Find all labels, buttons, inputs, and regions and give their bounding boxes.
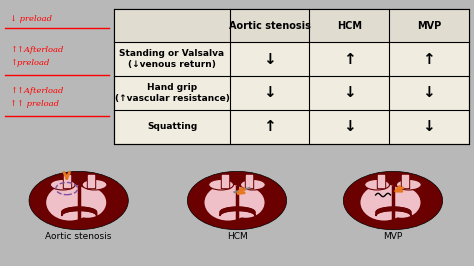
Text: ↓: ↓ [422, 119, 435, 134]
Ellipse shape [82, 180, 107, 190]
Text: Aortic stenosis: Aortic stenosis [46, 232, 112, 242]
Text: ↑↑Afterload: ↑↑Afterload [10, 87, 64, 95]
Text: HCM: HCM [337, 20, 362, 31]
Ellipse shape [187, 171, 287, 230]
Text: ↑: ↑ [422, 52, 435, 67]
Text: Aortic stenosis: Aortic stenosis [229, 20, 310, 31]
Text: ↓: ↓ [343, 119, 356, 134]
Text: ↑preload: ↑preload [10, 59, 49, 67]
Ellipse shape [69, 187, 106, 218]
Text: ↑↑ preload: ↑↑ preload [10, 100, 59, 108]
Text: HCM: HCM [227, 232, 247, 242]
Ellipse shape [396, 180, 421, 190]
Text: ↓ preload: ↓ preload [10, 15, 52, 23]
Ellipse shape [383, 187, 420, 218]
Ellipse shape [209, 180, 234, 190]
Text: Hand grip
(↑vascular resistance): Hand grip (↑vascular resistance) [115, 83, 229, 103]
Ellipse shape [360, 184, 408, 221]
Text: ↑: ↑ [264, 119, 276, 134]
Ellipse shape [365, 180, 390, 190]
Ellipse shape [46, 184, 93, 221]
Ellipse shape [240, 180, 265, 190]
Text: ↓: ↓ [343, 85, 356, 101]
Text: ↑: ↑ [343, 52, 356, 67]
Text: Standing or Valsalva
(↓venous return): Standing or Valsalva (↓venous return) [119, 49, 225, 69]
FancyBboxPatch shape [114, 9, 469, 42]
Text: ↑↑Afterload: ↑↑Afterload [10, 46, 64, 54]
Ellipse shape [343, 171, 443, 230]
Ellipse shape [204, 184, 252, 221]
Text: Squatting: Squatting [147, 122, 197, 131]
Text: ↓: ↓ [264, 85, 276, 101]
Text: ↓: ↓ [264, 52, 276, 67]
Ellipse shape [50, 180, 75, 190]
Ellipse shape [29, 171, 128, 230]
Text: MVP: MVP [383, 232, 402, 242]
Text: ↓: ↓ [422, 85, 435, 101]
Text: MVP: MVP [417, 20, 441, 31]
FancyBboxPatch shape [114, 9, 469, 144]
Ellipse shape [228, 187, 264, 218]
